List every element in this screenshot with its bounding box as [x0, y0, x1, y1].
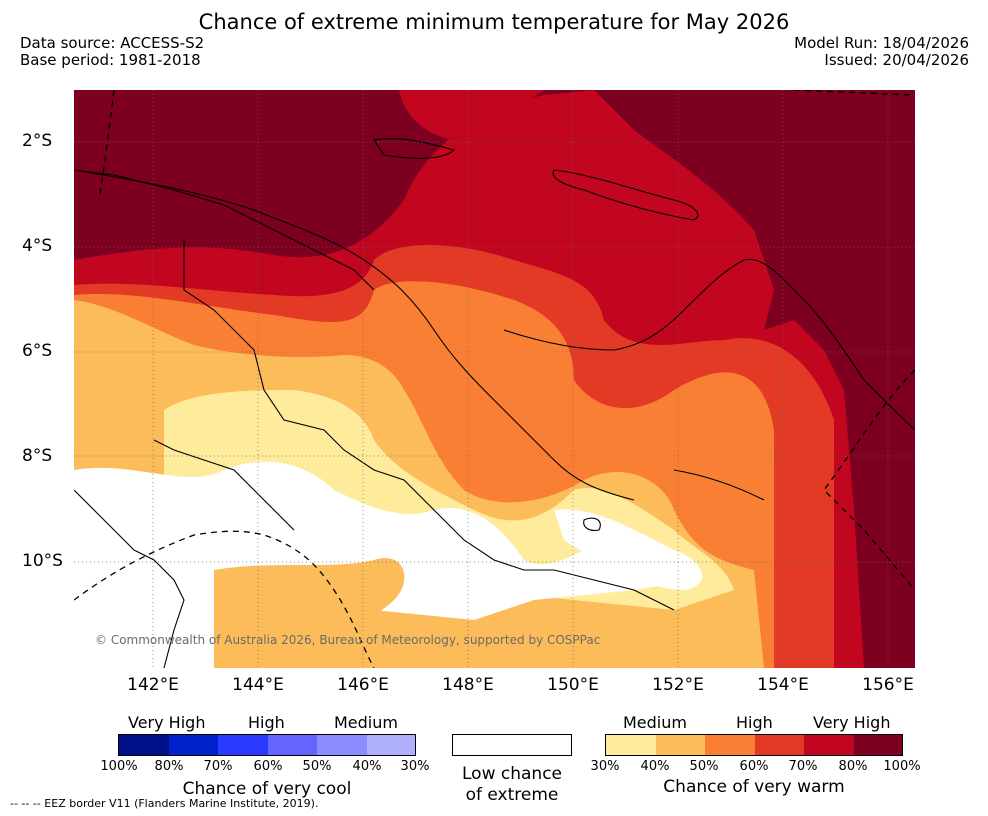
cool-swatch	[169, 734, 218, 756]
lat-label: 10°S	[22, 551, 63, 571]
warm-swatch	[804, 734, 854, 756]
cool-colorbar-frame	[118, 734, 416, 756]
warm-colorbar-frame	[605, 734, 903, 756]
cool-tick: 70%	[203, 759, 233, 774]
cool-tick: 80%	[154, 759, 184, 774]
warm-swatch	[656, 734, 705, 756]
warm-tick: 60%	[739, 759, 769, 774]
cool-caption: Chance of very cool	[182, 779, 352, 799]
neutral-caption: Low chance of extreme	[440, 764, 584, 806]
cool-swatch	[367, 734, 416, 756]
lat-label: 6°S	[22, 341, 53, 361]
warm-header-high: High	[736, 713, 773, 732]
warm-tick: 40%	[640, 759, 670, 774]
warm-swatch	[606, 734, 656, 756]
cool-swatch	[119, 734, 169, 756]
lon-label: 142°E	[127, 675, 179, 695]
cool-header-medium: Medium	[334, 713, 398, 732]
warm-tick: 50%	[689, 759, 719, 774]
lon-label: 146°E	[337, 675, 389, 695]
cool-tick: 50%	[302, 759, 332, 774]
graticule	[74, 90, 915, 668]
warm-swatch	[755, 734, 804, 756]
cool-tick: 100%	[100, 759, 138, 774]
region-high-warm-top	[399, 90, 544, 140]
warm-swatch	[705, 734, 755, 756]
neutral-caption-line2: of extreme	[465, 785, 559, 805]
lon-label: 150°E	[547, 675, 599, 695]
lat-label: 8°S	[22, 446, 53, 466]
issued-text: Issued: 20/04/2026	[824, 51, 969, 69]
warm-header-medium: Medium	[623, 713, 687, 732]
warm-tick: 80%	[838, 759, 868, 774]
warm-tick: 30%	[590, 759, 620, 774]
neutral-caption-line1: Low chance	[462, 764, 562, 784]
forecast-map	[74, 90, 915, 668]
cool-tick: 40%	[352, 759, 382, 774]
warm-caption: Chance of very warm	[663, 777, 845, 797]
cool-swatch	[218, 734, 268, 756]
data-source-text: Data source: ACCESS-S2	[20, 34, 205, 52]
lat-label: 4°S	[22, 236, 53, 256]
copyright-text: © Commonwealth of Australia 2026, Bureau…	[95, 633, 601, 647]
lon-label: 148°E	[442, 675, 494, 695]
lon-label: 156°E	[862, 675, 914, 695]
warm-tick: 70%	[788, 759, 818, 774]
cool-swatch	[317, 734, 367, 756]
run-info: Model Run: 18/04/2026 Issued: 20/04/2026	[794, 35, 969, 69]
warm-tick: 100%	[883, 759, 921, 774]
warm-swatch	[854, 734, 903, 756]
lon-label: 154°E	[757, 675, 809, 695]
cool-header-very-high: Very High	[128, 713, 206, 732]
neutral-swatch	[452, 734, 572, 756]
model-run-text: Model Run: 18/04/2026	[794, 34, 969, 52]
lon-label: 144°E	[232, 675, 284, 695]
map-title: Chance of extreme minimum temperature fo…	[198, 10, 790, 34]
data-info: Data source: ACCESS-S2 Base period: 1981…	[20, 35, 204, 69]
region-low-chance-east	[554, 509, 703, 590]
warm-header-very-high: Very High	[813, 713, 891, 732]
base-period-text: Base period: 1981-2018	[20, 51, 201, 69]
lat-label: 2°S	[22, 131, 53, 151]
eez-border-note: -- -- -- EEZ border V11 (Flanders Marine…	[10, 797, 319, 810]
lon-label: 152°E	[652, 675, 704, 695]
cool-tick: 60%	[253, 759, 283, 774]
coastlines	[74, 138, 915, 668]
cool-tick: 30%	[400, 759, 430, 774]
eez-borders	[74, 90, 915, 668]
region-40-50-warm-south	[214, 558, 405, 668]
cool-header-high: High	[248, 713, 285, 732]
cool-swatch	[268, 734, 317, 756]
